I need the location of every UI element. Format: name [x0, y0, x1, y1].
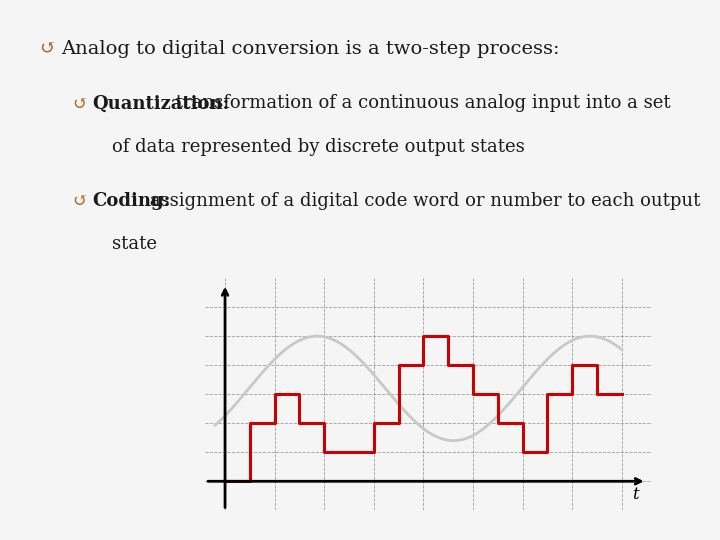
Text: of data represented by discrete output states: of data represented by discrete output s…: [112, 138, 524, 156]
Text: Quantization:: Quantization:: [92, 94, 230, 112]
Text: Coding:: Coding:: [92, 192, 171, 210]
Text: transformation of a continuous analog input into a set: transformation of a continuous analog in…: [170, 94, 670, 112]
Text: ↺: ↺: [72, 192, 87, 210]
Text: t: t: [631, 485, 639, 503]
Text: assignment of a digital code word or number to each output: assignment of a digital code word or num…: [144, 192, 701, 210]
Text: Analog to digital conversion is a two-step process:: Analog to digital conversion is a two-st…: [61, 40, 559, 58]
Text: ↺: ↺: [72, 94, 87, 112]
Text: state: state: [112, 235, 157, 253]
Text: ↺: ↺: [40, 40, 56, 58]
